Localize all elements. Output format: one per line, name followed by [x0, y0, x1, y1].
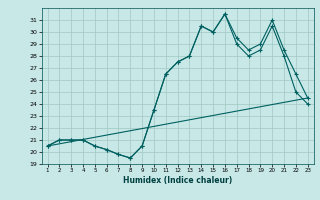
X-axis label: Humidex (Indice chaleur): Humidex (Indice chaleur) [123, 176, 232, 185]
